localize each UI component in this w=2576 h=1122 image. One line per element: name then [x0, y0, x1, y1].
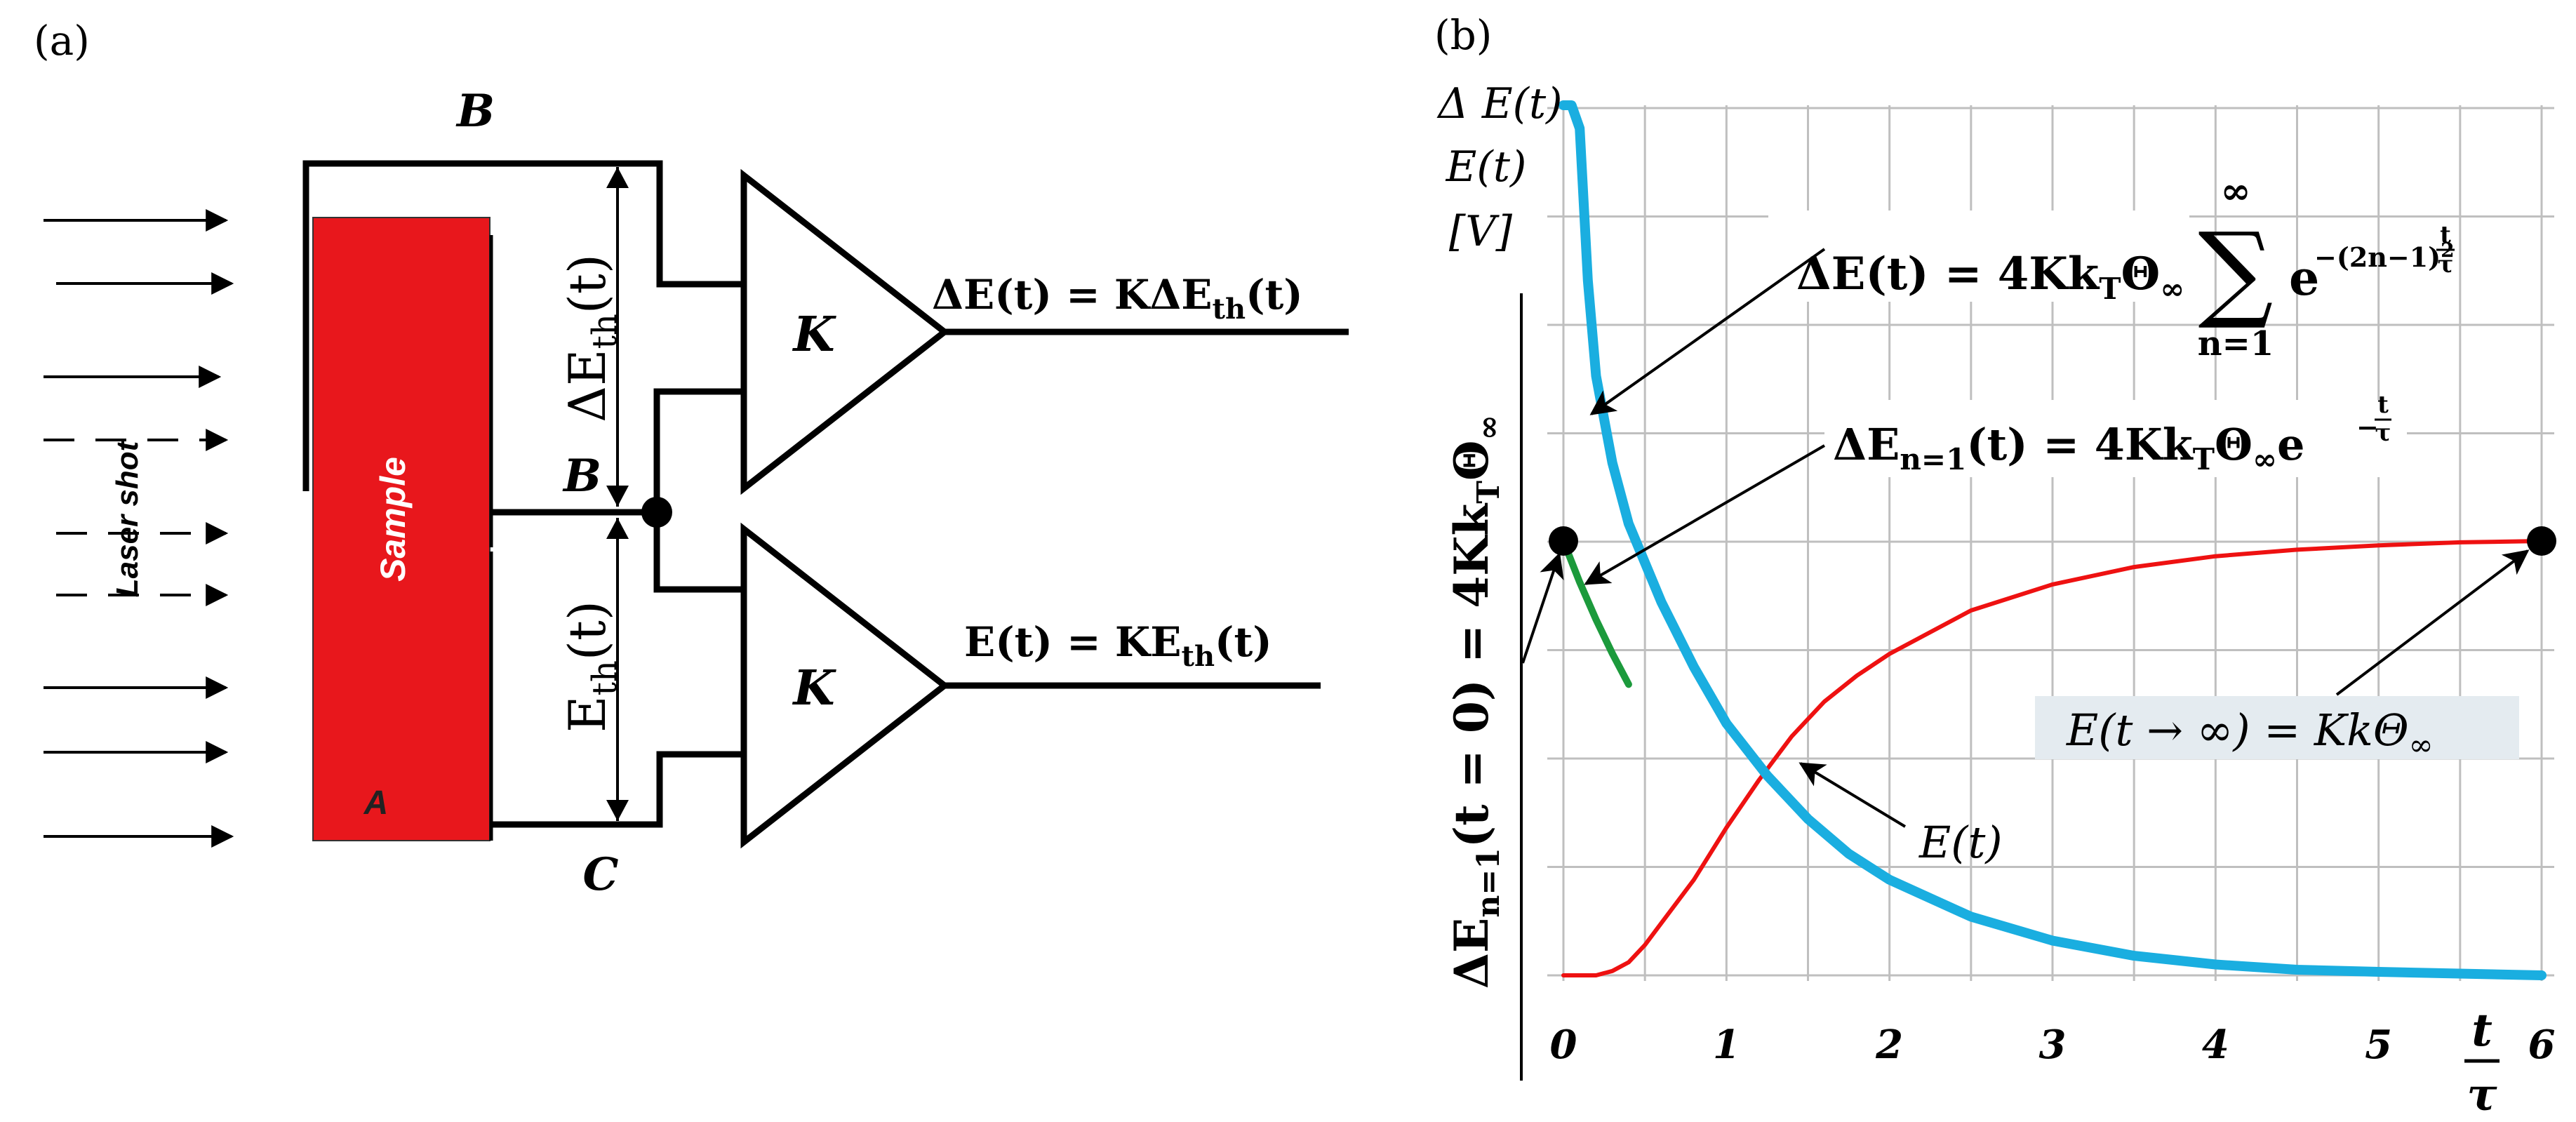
panel-a-label: (a)	[34, 17, 90, 65]
laser-shot-label: Laser shot	[110, 439, 145, 597]
junction-node	[641, 497, 672, 528]
first-term-curve	[1560, 537, 1632, 688]
y-axis-label-line2: E(t)	[1446, 142, 1527, 192]
arrowhead	[606, 486, 629, 507]
node-b-top-label: B	[455, 85, 495, 138]
first-term-equation-backdrop	[1824, 400, 2407, 477]
x-tick-label: 1	[1713, 1022, 1740, 1068]
first-term-exp-den: τ	[2375, 419, 2391, 447]
sum-annotation-arrow	[1589, 248, 1826, 415]
node-a-label: A	[363, 784, 389, 822]
x-axis-label-num: t	[2471, 1004, 2492, 1057]
x-tick-label: 3	[2039, 1022, 2067, 1068]
sum-upper-limit: ∞	[2220, 170, 2250, 213]
wire-mid-up	[653, 388, 744, 512]
node-c-label: C	[583, 848, 619, 901]
x-tick-label: 2	[1875, 1022, 1903, 1068]
delta-e-curve	[1559, 100, 2547, 980]
sum-equation-lhs: ΔE(t) = 4KkTΘ∞	[1796, 248, 2184, 306]
sample-label: Sample	[373, 457, 413, 582]
data-point-marker	[2527, 526, 2556, 556]
wire-mid-down	[653, 512, 744, 593]
laser-arrows	[44, 209, 234, 848]
first-term-exp-sign: −	[2356, 411, 2379, 443]
arrowhead	[606, 518, 629, 539]
sample-block	[312, 217, 490, 841]
sum-base: e	[2289, 251, 2319, 307]
plot-ticks: 0 1 2 3 4 5 6	[1550, 1022, 2556, 1068]
limit-equation: E(t → ∞) = KkΘ∞	[2035, 696, 2519, 762]
first-term-lhs: ΔEn=1(t) = 4KkTΘ∞e	[1833, 419, 2304, 476]
sum-equation: ΔE(t) = 4KkTΘ∞ ∞ ∑ n=1 e −(2n−1)2 t τ	[1768, 170, 2455, 363]
rise-curve	[1561, 539, 2544, 977]
data-point-marker	[1549, 526, 1578, 556]
circuit-wires	[302, 160, 1349, 841]
eth-label: Eth(t)	[558, 601, 625, 733]
y-axis-label-line3: [V]	[1449, 207, 1513, 256]
sum-lower-limit: n=1	[2198, 324, 2274, 363]
x-tick-label: 0	[1550, 1022, 1577, 1068]
output-bottom-equation: E(t) = KEth(t)	[964, 618, 1272, 673]
sum-sigma: ∑	[2198, 211, 2273, 333]
panel-b-label: (b)	[1434, 11, 1492, 59]
plot-curves	[1549, 100, 2556, 980]
panel-b: (b) 0 1 2 3 4 5 6 Δ E(t) E(t) [V] t τ ΔEn=1(t …	[1434, 11, 2556, 1121]
first-term-annotation-arrow	[1584, 444, 1826, 585]
rise-curve-annotation-arrow	[1798, 762, 1907, 828]
x-tick-label: 4	[2202, 1022, 2229, 1068]
amplifier-bottom	[740, 522, 950, 849]
node-b-mid-label: B	[562, 450, 601, 502]
limit-equation-text: E(t → ∞) = KkΘ∞	[2066, 704, 2434, 762]
limit-annotation-arrow	[2335, 549, 2530, 696]
vertical-amplitude-label: ΔEn=1(t = 0) = 4KkTΘ∞	[1444, 415, 1507, 989]
x-tick-label: 5	[2365, 1022, 2392, 1068]
sum-equation-backdrop	[1768, 211, 2189, 302]
sum-exponent-den: τ	[2438, 251, 2454, 279]
x-tick-label: 6	[2528, 1022, 2556, 1068]
sum-exponent-num: t	[2440, 221, 2451, 249]
wire-top	[302, 160, 744, 491]
amplifier-bottom-label: K	[792, 660, 836, 716]
rise-curve-label: E(t)	[1918, 817, 2003, 868]
y-axis-label-line1: Δ E(t)	[1436, 79, 1562, 128]
sum-exponent: −(2n−1)2	[2314, 239, 2455, 273]
amplifier-top	[740, 168, 950, 495]
first-term-exp-num: t	[2377, 391, 2389, 419]
arrowhead	[606, 167, 629, 188]
arrowhead	[606, 800, 629, 821]
limit-equation-box	[2035, 696, 2519, 759]
annotation-arrows	[1521, 248, 2530, 828]
initial-point-arrow	[1521, 552, 1564, 664]
first-term-equation: ΔEn=1(t) = 4KkTΘ∞e − t τ	[1824, 391, 2407, 477]
wire-bottom	[491, 751, 744, 828]
panel-a: (a) Laser shot Sample A	[34, 17, 1349, 901]
x-axis-label-den: τ	[2467, 1069, 2497, 1121]
amplifier-top-label: K	[792, 307, 836, 363]
delta-eth-label: ΔEth(t)	[558, 254, 625, 422]
output-top-equation: ΔE(t) = KΔEth(t)	[932, 271, 1303, 326]
